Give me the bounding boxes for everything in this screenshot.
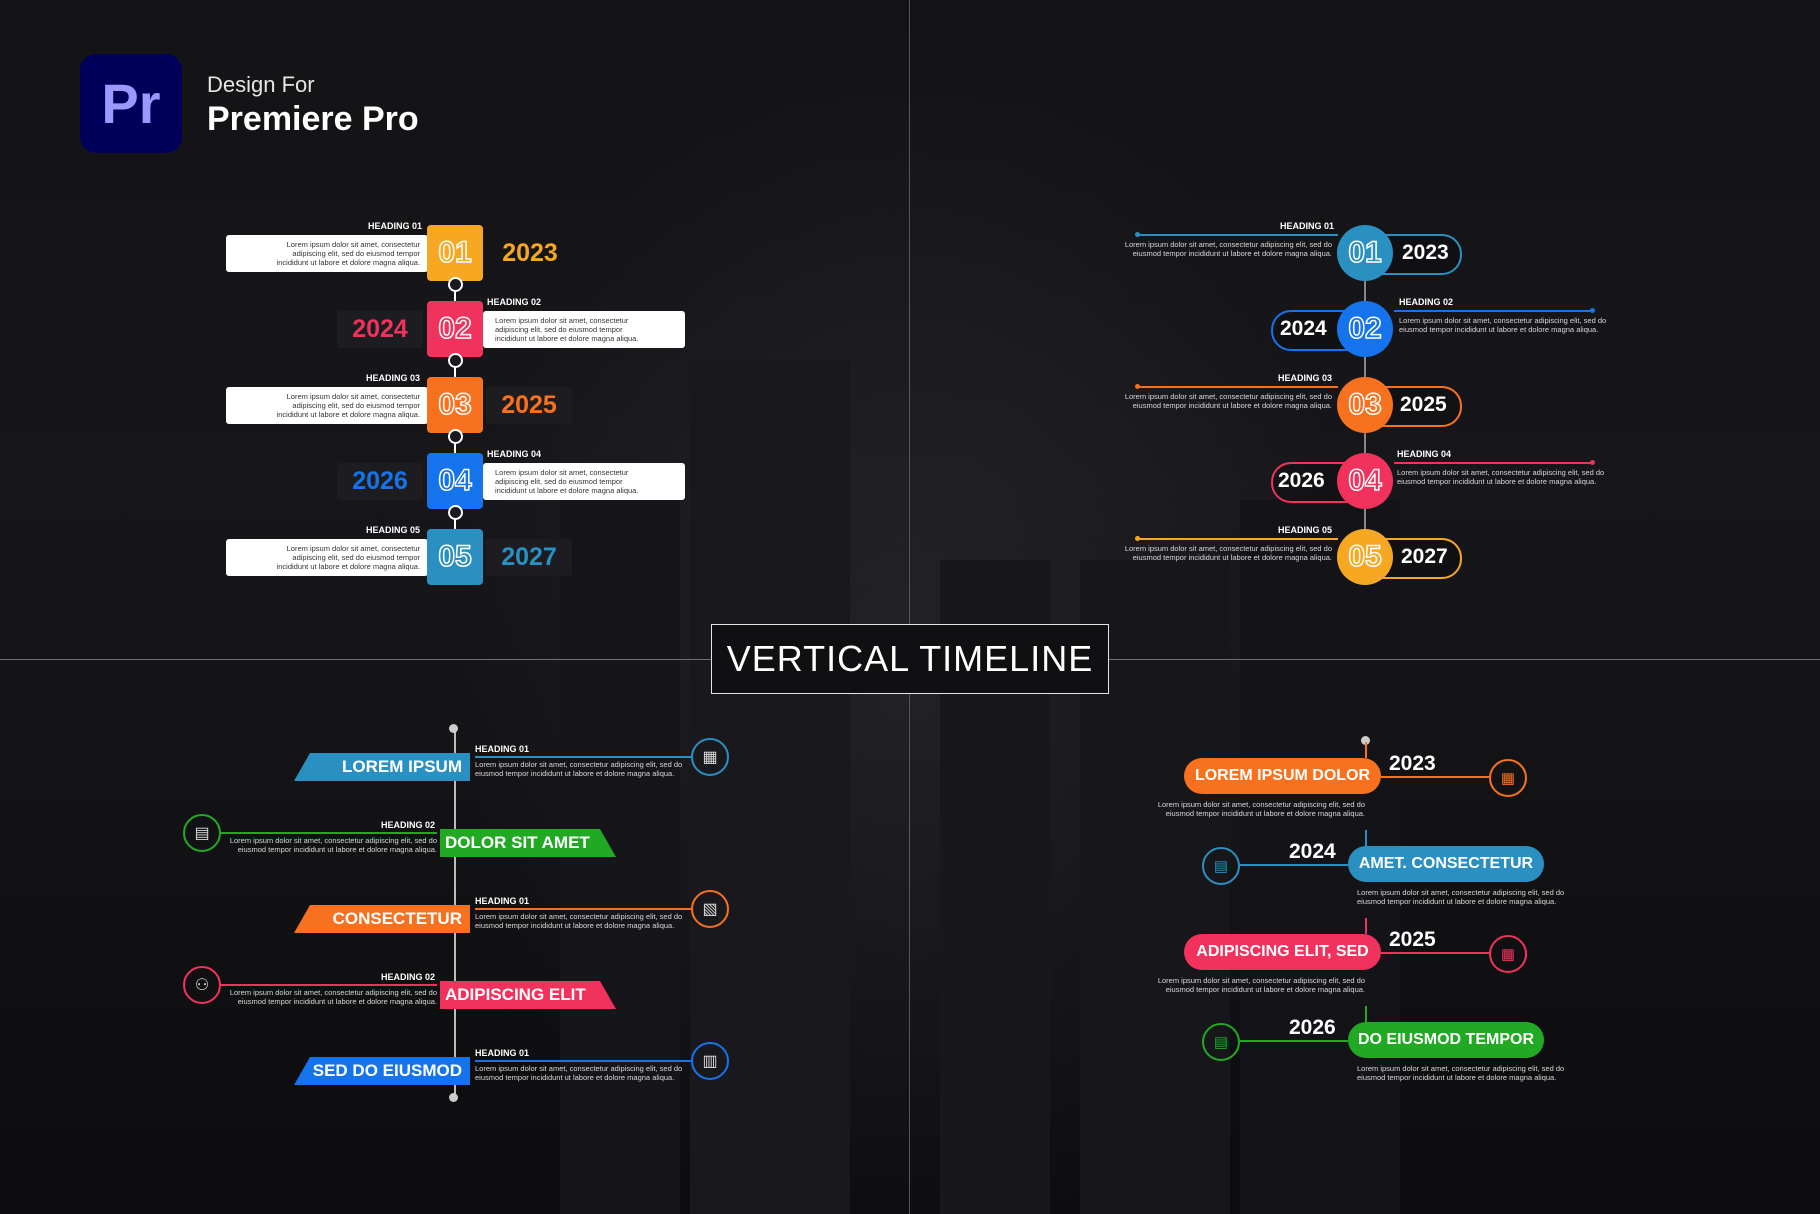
step-number: 03 <box>427 377 483 433</box>
heading: HEADING 01 <box>475 896 530 906</box>
description: Lorem ipsum dolor sit amet, consectetur … <box>229 836 437 854</box>
year: 2024 <box>1280 317 1327 340</box>
year: 2023 <box>1389 752 1436 775</box>
description: Lorem ipsum dolor sit amet, consectetur … <box>1357 1064 1565 1082</box>
step-label: ADIPISCING ELIT, SED <box>1184 934 1381 970</box>
heading: HEADING 01 <box>475 744 530 754</box>
description: Lorem ipsum dolor sit amet, consectetur … <box>1157 976 1365 994</box>
checklist-icon: ▧ <box>691 890 729 928</box>
step-number: 04 <box>427 453 483 509</box>
description: Lorem ipsum dolor sit amet, consectetur … <box>1357 888 1565 906</box>
description: Lorem ipsum dolor sit amet, consectetur … <box>475 760 683 778</box>
description: Lorem ipsum dolor sit amet, consectetur … <box>475 1064 683 1082</box>
heading: HEADING 02 <box>381 820 436 830</box>
step-label: AMET. CONSECTETUR <box>1348 846 1544 882</box>
network-icon: ⚇ <box>183 966 221 1004</box>
year: 2025 <box>1400 393 1447 416</box>
year: 2024 <box>1289 840 1336 863</box>
text-card: Lorem ipsum dolor sit amet, consectetur … <box>226 235 428 272</box>
connector-dot <box>448 429 463 444</box>
step-number: 03 <box>1337 377 1393 433</box>
document-icon: ▤ <box>1202 847 1240 885</box>
description: Lorem ipsum dolor sit amet, consectetur … <box>1397 468 1605 486</box>
heading: HEADING 03 <box>1278 373 1333 383</box>
connector-dot <box>448 277 463 292</box>
heading: HEADING 03 <box>366 373 421 383</box>
connector-dot <box>448 505 463 520</box>
heading: HEADING 05 <box>366 525 421 535</box>
heading: HEADING 01 <box>475 1048 530 1058</box>
heading: HEADING 01 <box>368 221 423 231</box>
description: Lorem ipsum dolor sit amet, consectetur … <box>1157 800 1365 818</box>
connector-dot <box>448 353 463 368</box>
year: 2027 <box>486 539 572 576</box>
description: Lorem ipsum dolor sit amet, consectetur … <box>475 912 683 930</box>
year: 2026 <box>1278 469 1325 492</box>
heading: HEADING 01 <box>1280 221 1335 231</box>
heading: HEADING 02 <box>1399 297 1454 307</box>
description: Lorem ipsum dolor sit amet, consectetur … <box>229 988 437 1006</box>
text-card: Lorem ipsum dolor sit amet, consectetur … <box>226 539 428 576</box>
bar-chart-icon: ▥ <box>691 1042 729 1080</box>
heading: HEADING 04 <box>487 449 542 459</box>
step-number: 01 <box>427 225 483 281</box>
product-name: Premiere Pro <box>207 100 419 138</box>
description: Lorem ipsum dolor sit amet, consectetur … <box>1399 316 1607 334</box>
description: Lorem ipsum dolor sit amet, consectetur … <box>1124 544 1332 562</box>
document-icon: ▤ <box>183 814 221 852</box>
description: Lorem ipsum dolor sit amet, consectetur … <box>1124 240 1332 258</box>
year: 2026 <box>337 463 423 500</box>
description: Lorem ipsum dolor sit amet, consectetur … <box>1124 392 1332 410</box>
banner-label: LOREM IPSUM <box>294 753 470 781</box>
year: 2025 <box>1389 928 1436 951</box>
heading: HEADING 04 <box>1397 449 1452 459</box>
vertical-divider <box>909 0 910 1214</box>
step-number: 02 <box>1337 301 1393 357</box>
year: 2025 <box>486 387 572 424</box>
design-for-label: Design For <box>207 72 315 97</box>
heading: HEADING 05 <box>1278 525 1333 535</box>
year: 2024 <box>337 311 423 348</box>
year: 2023 <box>1402 241 1449 264</box>
step-number: 05 <box>1337 529 1393 585</box>
step-number: 05 <box>427 529 483 585</box>
step-number: 01 <box>1337 225 1393 281</box>
step-number: 04 <box>1337 453 1393 509</box>
year: 2023 <box>502 239 558 267</box>
year: 2027 <box>1401 545 1448 568</box>
text-card: Lorem ipsum dolor sit amet, consectetur … <box>226 387 428 424</box>
step-number: 02 <box>427 301 483 357</box>
year: 2026 <box>1289 1016 1336 1039</box>
heading: HEADING 02 <box>487 297 542 307</box>
presentation-icon: ▦ <box>1489 935 1527 973</box>
step-label: LOREM IPSUM DOLOR <box>1184 758 1381 794</box>
banner-label: CONSECTETUR <box>294 905 470 933</box>
presentation-icon: ▦ <box>1489 759 1527 797</box>
banner-label: ADIPISCING ELIT <box>440 981 616 1009</box>
page-title: VERTICAL TIMELINE <box>711 624 1109 694</box>
step-label: DO EIUSMOD TEMPOR <box>1348 1022 1544 1058</box>
text-card: Lorem ipsum dolor sit amet, consectetur … <box>483 463 685 500</box>
heading: HEADING 02 <box>381 972 436 982</box>
text-card: Lorem ipsum dolor sit amet, consectetur … <box>483 311 685 348</box>
banner-label: SED DO EIUSMOD <box>294 1057 470 1085</box>
premiere-pro-logo: Pr <box>80 54 182 153</box>
document-icon: ▤ <box>1202 1023 1240 1061</box>
banner-label: DOLOR SIT AMET <box>440 829 616 857</box>
presentation-icon: ▦ <box>691 738 729 776</box>
